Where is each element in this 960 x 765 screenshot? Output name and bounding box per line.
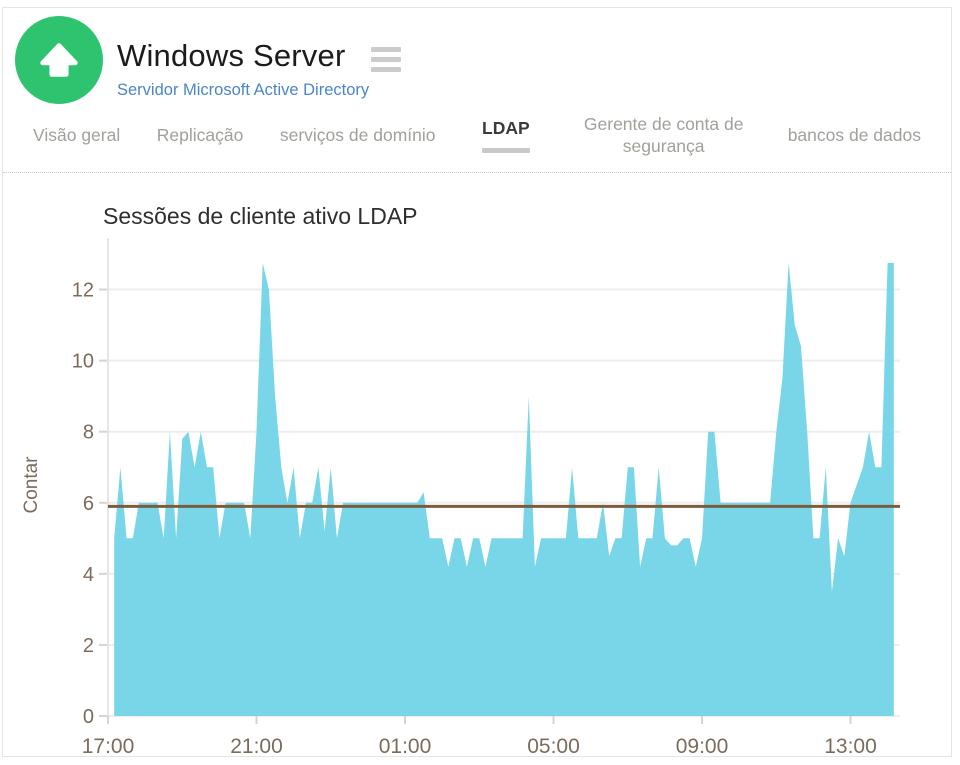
y-axis-title: Contar	[21, 456, 42, 514]
x-tick-label: 01:00	[379, 735, 432, 758]
y-tick-label: 4	[83, 564, 94, 586]
tab-ldap[interactable]: LDAP	[472, 118, 540, 153]
page-title: Windows Server	[117, 38, 346, 73]
subtitle-link[interactable]: Servidor Microsoft Active Directory	[117, 81, 370, 99]
y-tick-label: 12	[72, 279, 94, 301]
y-tick-label: 8	[83, 421, 94, 443]
x-tick-label: 05:00	[527, 735, 580, 758]
area-series	[114, 262, 894, 716]
x-tick-label: 21:00	[230, 735, 283, 758]
menu-icon[interactable]	[371, 46, 402, 72]
chart-title: Sessões de cliente ativo LDAP	[103, 202, 418, 229]
y-tick-label: 10	[72, 350, 94, 372]
chart-area: 0 2 4 6 8 10 12 17:00 21:00 01:00 05:00 09:00 13:00 C…	[3, 237, 951, 760]
x-tick-label: 09:00	[676, 735, 729, 758]
tab-visao-geral[interactable]: Visão geral	[33, 124, 121, 145]
tab-bar: Visão geral Replicação serviços de domín…	[3, 104, 951, 172]
tab-bancos-de-dados[interactable]: bancos de dados	[787, 124, 921, 145]
y-tick-label: 0	[83, 706, 94, 728]
chart-section: Sessões de cliente ativo LDAP 0 2 4 6 8 10 12 1…	[3, 203, 951, 760]
page-card: Windows Server Servidor Microsoft Active…	[2, 7, 952, 760]
x-tick-label: 17:00	[82, 735, 135, 758]
arrow-up-icon	[40, 43, 78, 77]
y-tick-label: 6	[83, 493, 94, 515]
header-section: Windows Server Servidor Microsoft Active…	[3, 8, 951, 173]
x-tick-label: 13:00	[824, 735, 877, 758]
tab-replicacao[interactable]: Replicação	[156, 124, 244, 145]
app-logo	[15, 16, 103, 104]
y-tick-label: 2	[83, 635, 94, 657]
tab-servicos-de-dominio[interactable]: serviços de domínio	[279, 124, 436, 145]
app-header: Windows Server Servidor Microsoft Active…	[3, 16, 951, 104]
tab-gerente-de-conta[interactable]: Gerente de conta de segurança	[583, 114, 744, 156]
header-titles: Windows Server Servidor Microsoft Active…	[117, 38, 402, 100]
ldap-sessions-area-chart: 0 2 4 6 8 10 12 17:00 21:00 01:00 05:00 09:00 13:00 C…	[21, 237, 900, 758]
